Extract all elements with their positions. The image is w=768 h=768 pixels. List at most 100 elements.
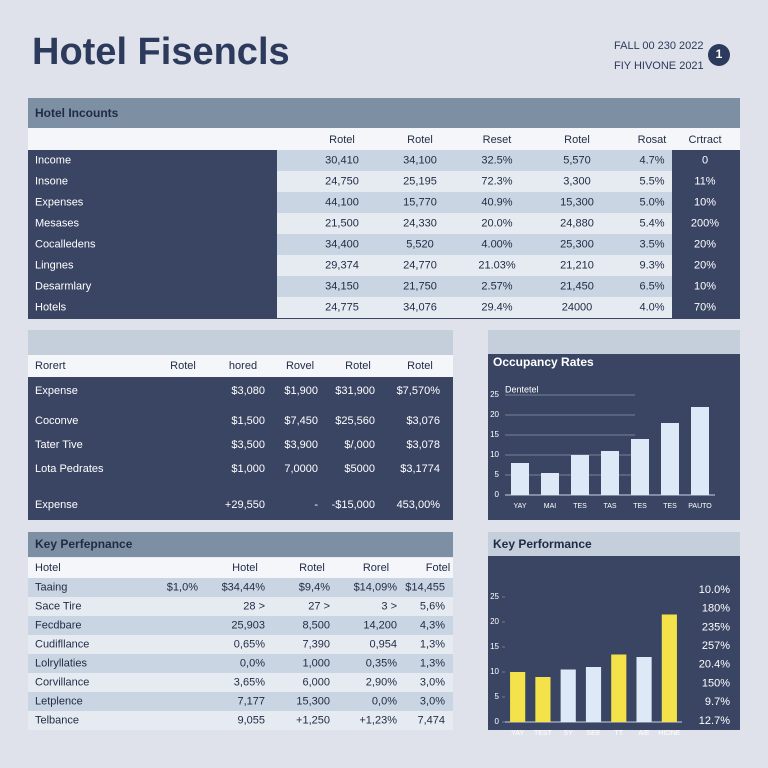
row-label: Fecdbare	[35, 619, 81, 631]
cell: 1,000	[302, 657, 330, 669]
cell: 7,390	[302, 638, 330, 650]
column-header-row	[28, 128, 740, 150]
x-tick-label: PAUTO	[688, 503, 712, 510]
row-band	[28, 616, 453, 635]
row-label: Taaing	[35, 581, 67, 593]
cell: 21,450	[560, 280, 594, 292]
y-tick-label: 5	[495, 692, 500, 701]
cell: 0,0%	[372, 695, 397, 707]
y-tick-label: 0	[495, 717, 500, 726]
x-tick-label: SEE	[586, 730, 600, 737]
x-tick-label: MAI	[544, 503, 557, 510]
row-label: Lolryllaties	[35, 657, 87, 669]
cell: 29.4%	[481, 301, 512, 313]
cell: 4,3%	[420, 619, 445, 631]
badge[interactable]	[708, 44, 730, 66]
x-tick-label: TES	[663, 503, 677, 510]
chart-title-strip	[488, 532, 740, 556]
cell: 29,374	[325, 259, 359, 271]
cell: +1,23%	[359, 714, 397, 726]
y-tick-label: 15	[490, 642, 499, 651]
cell: $3,078	[406, 439, 440, 451]
cell: 3,0%	[420, 695, 445, 707]
bar	[585, 667, 602, 722]
cell: 1,3%	[420, 638, 445, 650]
cell: 10%	[694, 196, 716, 208]
cell: 200%	[691, 217, 719, 229]
bar	[601, 451, 619, 495]
side-label: 9.7%	[705, 696, 730, 708]
y-tick-label: 20	[490, 617, 499, 626]
cell: 4.00%	[481, 238, 512, 250]
cell: $14,09%	[354, 581, 398, 593]
chart-subtitle: Dentetel	[505, 384, 539, 394]
cell: 0,954	[369, 638, 397, 650]
row-label: Insone	[35, 175, 68, 187]
side-label: 150%	[702, 677, 730, 689]
chart-title: Key Performance	[493, 537, 592, 551]
column-header: Hotel	[232, 562, 258, 574]
cell: $1,900	[284, 385, 318, 397]
row-band	[28, 692, 453, 711]
cell: 20.0%	[481, 217, 512, 229]
cell: 2,90%	[366, 676, 397, 688]
cell-band	[277, 171, 672, 192]
cell: $3,076	[406, 415, 440, 427]
side-label: 257%	[702, 640, 730, 652]
bar	[541, 473, 559, 495]
cell: 21,500	[325, 217, 359, 229]
row-label: Desarmlary	[35, 280, 92, 292]
row-label: Mesases	[35, 217, 80, 229]
row-band	[28, 673, 453, 692]
cell: 5,570	[563, 154, 591, 166]
cell: 10%	[694, 280, 716, 292]
cell: 2.57%	[481, 280, 512, 292]
y-tick-label: 5	[495, 470, 500, 479]
y-tick-label: 10	[490, 450, 499, 459]
row-band	[28, 711, 453, 730]
x-tick-label: TAS	[603, 503, 616, 510]
x-tick-label: AIE	[638, 730, 650, 737]
cell: 25,300	[560, 238, 594, 250]
row-label: Expense	[35, 385, 78, 397]
cell: 14,200	[363, 619, 397, 631]
cell: 3 >	[381, 600, 397, 612]
cell: 7,177	[237, 695, 265, 707]
panel-header	[28, 98, 740, 128]
row-label: Coconve	[35, 415, 78, 427]
column-header: Reset	[483, 134, 512, 146]
cell: 5,6%	[420, 600, 445, 612]
cell: 24,330	[403, 217, 437, 229]
cell-band	[277, 276, 672, 297]
bar	[511, 463, 529, 495]
cell: $7,450	[284, 415, 318, 427]
column-header: Crtract	[689, 134, 722, 146]
cell: 6.5%	[639, 280, 664, 292]
cell: $3,500	[231, 439, 265, 451]
bar	[611, 654, 627, 722]
cell: $34,44%	[222, 581, 266, 593]
cell: $7,570%	[397, 385, 441, 397]
cell: 3,300	[563, 175, 591, 187]
cell: $14,455	[405, 581, 445, 593]
cell: +1,250	[296, 714, 330, 726]
cell: 34,076	[403, 301, 437, 313]
badge-number[interactable]: 1	[716, 47, 723, 61]
cell: 0,35%	[366, 657, 397, 669]
cell: $/,000	[344, 439, 375, 451]
cell: 7,0000	[284, 463, 318, 475]
x-tick-label: TES	[573, 503, 587, 510]
side-label: 20.4%	[699, 659, 730, 671]
cell: $3,080	[231, 385, 265, 397]
cell-band	[277, 150, 672, 171]
column-header: Rotel	[564, 134, 590, 146]
column-header: Rorel	[363, 562, 389, 574]
cell: 5.4%	[639, 217, 664, 229]
cell: 28 >	[243, 600, 265, 612]
cell: 4.0%	[639, 301, 664, 313]
cell: 4.7%	[639, 154, 664, 166]
column-header-row	[28, 355, 453, 377]
cell: 15,770	[403, 196, 437, 208]
column-header: Rorert	[35, 360, 66, 372]
